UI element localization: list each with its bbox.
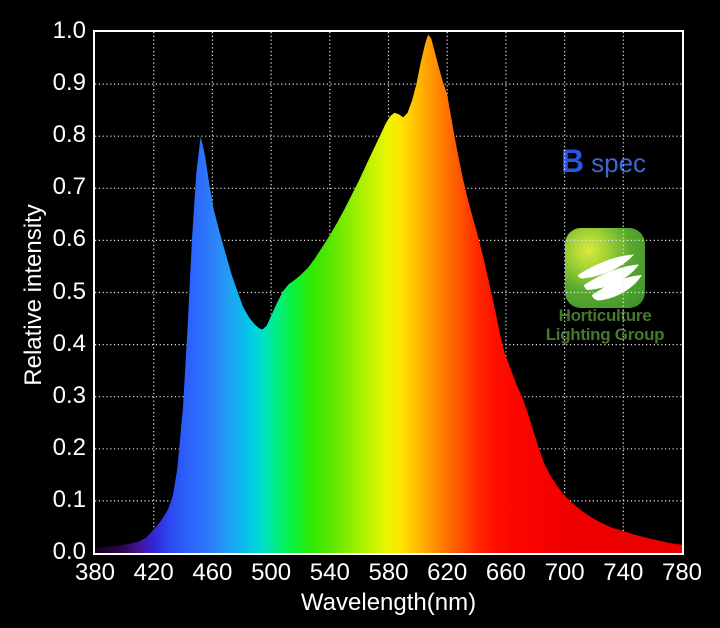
spec-label-text: spec xyxy=(591,148,647,178)
hlg-logo xyxy=(565,228,645,308)
hlg-logo-text-line1: Horticulture xyxy=(558,306,652,325)
y-tick-label: 0.6 xyxy=(52,225,86,253)
x-tick-label: 580 xyxy=(368,559,409,586)
y-tick-label: 0.1 xyxy=(52,485,86,513)
spectrum-area xyxy=(95,34,682,554)
x-tick-label: 780 xyxy=(661,559,703,586)
spectrum-plot-area xyxy=(93,30,684,555)
x-tick-label: 460 xyxy=(192,559,233,586)
y-tick-label: 0.9 xyxy=(52,69,86,97)
x-tick-label: 420 xyxy=(133,559,174,586)
x-tick-label: 380 xyxy=(74,559,116,586)
hlg-logo-text: Horticulture Lighting Group xyxy=(525,306,685,344)
y-tick-label: 0.4 xyxy=(52,329,86,357)
x-tick-label: 660 xyxy=(485,559,526,586)
y-tick-label: 0.8 xyxy=(52,121,86,149)
y-axis-title: Relative intensity xyxy=(20,204,47,386)
y-tick-label: 0.3 xyxy=(52,381,86,409)
x-tick-label: 700 xyxy=(544,559,585,586)
x-axis-title: Wavelength(nm) xyxy=(300,589,477,616)
leaf-icon xyxy=(578,254,642,301)
x-tick-label: 740 xyxy=(603,559,644,586)
hlg-logo-text-line2: Lighting Group xyxy=(545,325,665,344)
x-tick-label: 540 xyxy=(309,559,350,586)
y-tick-label: 0.5 xyxy=(52,277,86,305)
x-tick-label: 500 xyxy=(251,559,292,586)
y-tick-label: 0.2 xyxy=(52,433,86,461)
x-tick-label: 620 xyxy=(427,559,468,586)
y-tick-label: 0.7 xyxy=(52,173,86,201)
y-tick-label: 0.0 xyxy=(52,538,86,565)
spec-label-bold: B xyxy=(561,143,585,179)
plot-border xyxy=(93,30,684,555)
y-tick-label: 1.0 xyxy=(52,17,86,44)
